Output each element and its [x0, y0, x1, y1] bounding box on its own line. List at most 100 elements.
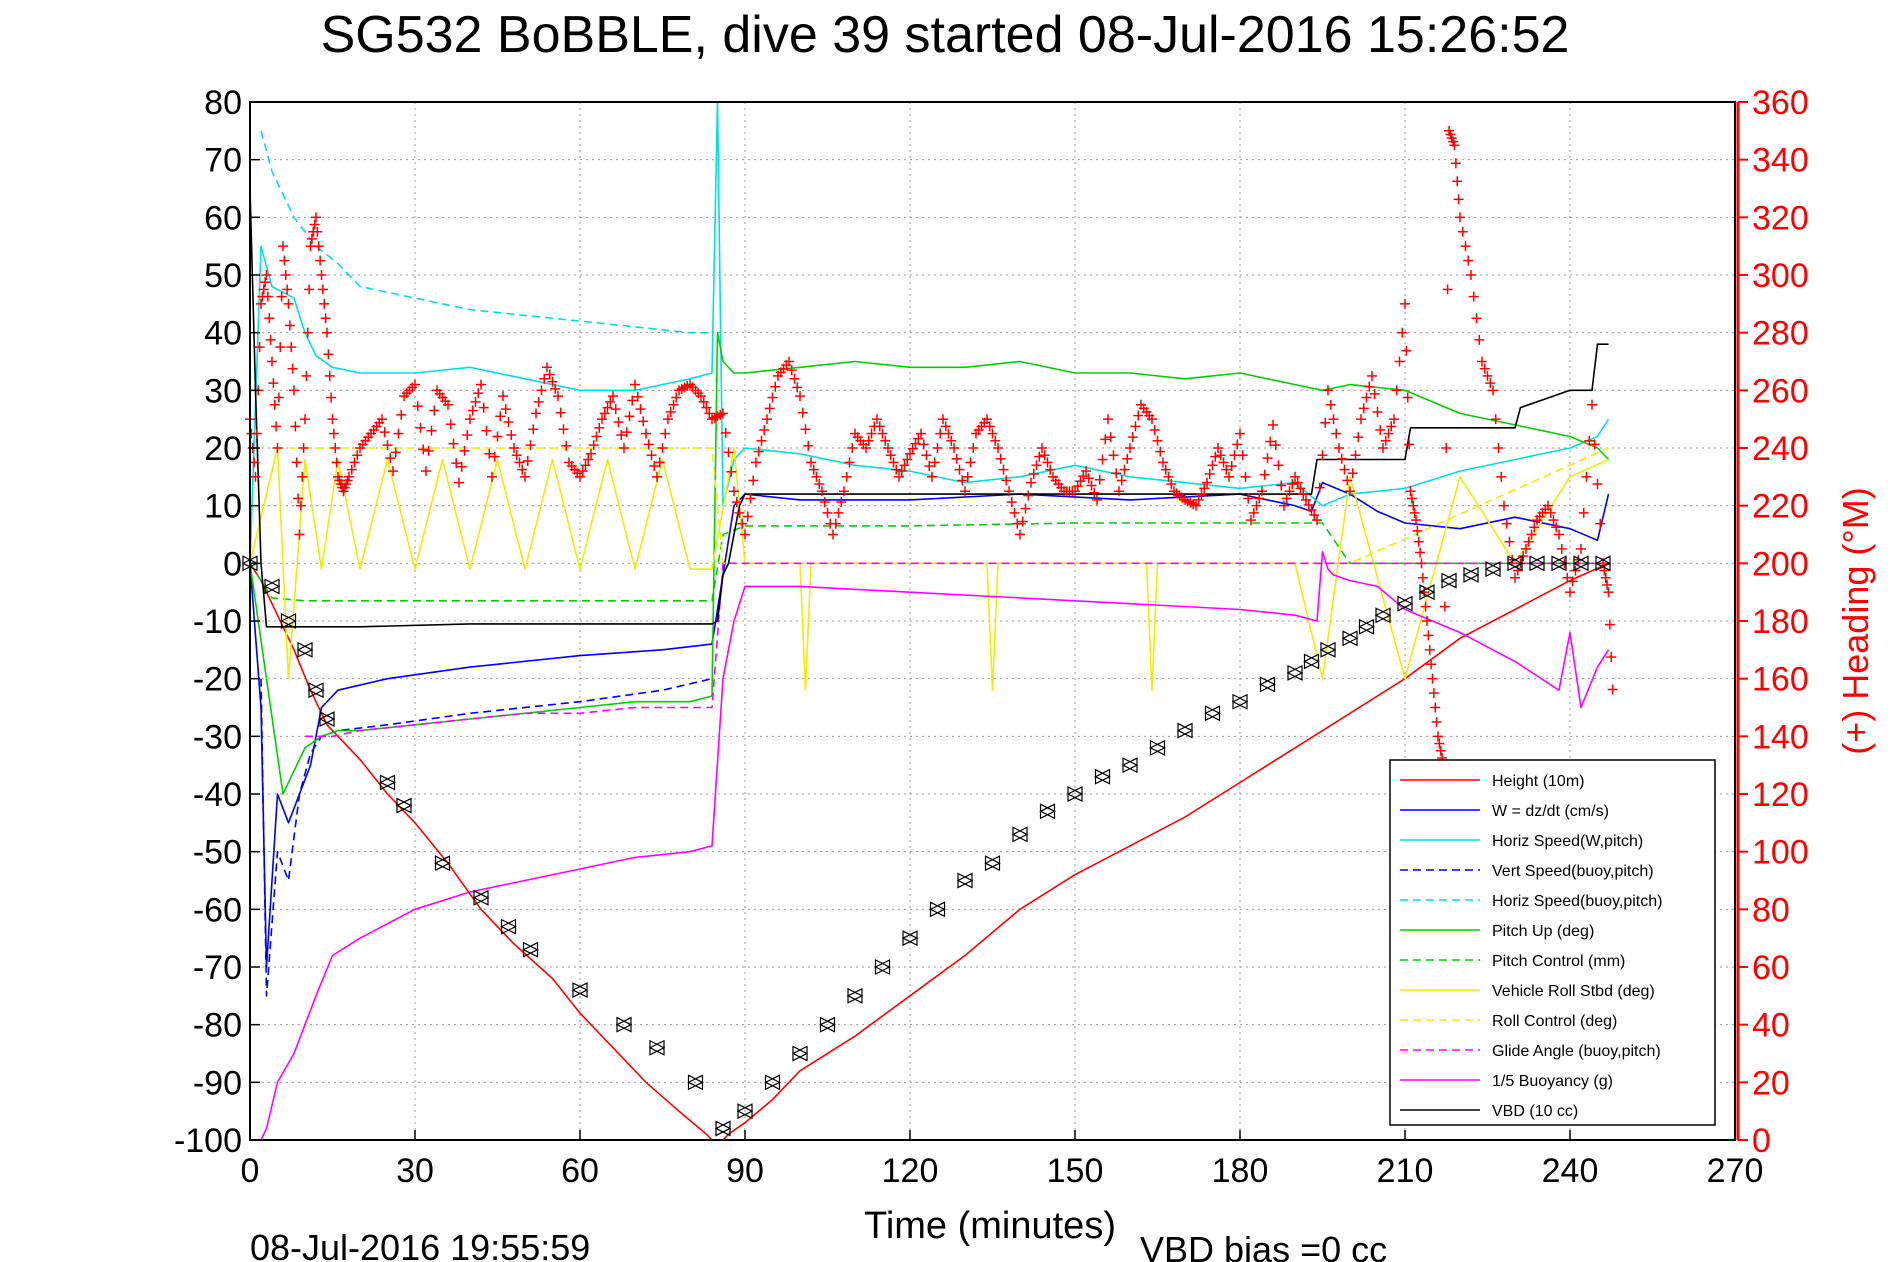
y2-tick-label: 60	[1752, 949, 1790, 987]
heading-point	[1037, 443, 1047, 453]
heading-point	[1581, 471, 1592, 482]
heading-point	[1248, 507, 1259, 518]
marker-point	[500, 918, 517, 935]
heading-point	[1409, 507, 1420, 518]
heading-point	[1603, 587, 1614, 598]
heading-point	[421, 466, 431, 477]
heading-point	[473, 388, 484, 399]
heading-point	[525, 440, 536, 451]
heading-point	[1415, 547, 1426, 558]
heading-point	[1394, 356, 1405, 367]
heading-point	[932, 443, 943, 453]
y2-tick-label: 220	[1752, 488, 1809, 526]
marker-point	[846, 987, 864, 1004]
heading-point	[861, 443, 871, 453]
heading-point	[984, 421, 995, 432]
marker-point	[1594, 555, 1612, 572]
heading-point	[462, 430, 473, 441]
heading-point	[1361, 392, 1372, 403]
heading-point	[916, 428, 926, 439]
heading-point	[1521, 543, 1531, 554]
heading-point	[671, 392, 682, 403]
heading-point	[555, 407, 566, 418]
heading-point	[643, 439, 654, 450]
heading-point	[1081, 466, 1091, 477]
marker-point	[571, 982, 589, 999]
heading-point	[616, 430, 627, 441]
heading-point	[500, 404, 511, 415]
heading-point	[811, 471, 822, 482]
heading-point	[1477, 356, 1487, 367]
heading-point	[1127, 432, 1138, 443]
heading-point	[1158, 457, 1168, 468]
y2-tick-label: 20	[1752, 1064, 1790, 1102]
heading-point	[1474, 334, 1485, 345]
heading-point	[1012, 518, 1023, 529]
heading-point	[1367, 370, 1377, 381]
y-tick-label: -40	[193, 776, 242, 814]
legend-box	[1389, 759, 1716, 1126]
heading-point	[396, 409, 407, 420]
heading-point	[498, 391, 508, 402]
heading-point	[418, 444, 429, 455]
heading-point	[503, 417, 514, 428]
heading-point	[1045, 464, 1056, 475]
heading-point	[880, 435, 891, 446]
heading-point	[1152, 435, 1163, 446]
heading-point	[1556, 543, 1567, 554]
y-tick-label: 60	[204, 199, 242, 237]
heading-point	[1336, 453, 1347, 464]
heading-point	[888, 457, 899, 468]
heading-point	[1607, 684, 1618, 695]
marker-point	[1528, 555, 1546, 572]
heading-point	[445, 419, 456, 430]
heading-point	[1386, 421, 1397, 432]
heading-point	[817, 486, 827, 497]
heading-point	[1303, 499, 1314, 510]
heading-point	[1433, 731, 1443, 742]
heading-point	[1207, 460, 1218, 471]
triangle-markers	[241, 555, 1612, 1137]
heading-point	[1434, 738, 1445, 749]
heading-point	[1364, 381, 1375, 392]
heading-point	[960, 486, 970, 497]
heading-point	[1116, 475, 1127, 486]
heading-point	[1204, 468, 1215, 479]
legend-item-vbd-10-cc: VBD (10 cc)	[1400, 1103, 1578, 1120]
marker-point	[1484, 561, 1502, 578]
heading-point	[319, 298, 330, 309]
heading-point	[841, 471, 852, 482]
heading-point	[261, 270, 272, 280]
legend-label: Pitch Up (deg)	[1492, 923, 1594, 940]
heading-point	[987, 428, 998, 439]
heading-point	[1482, 370, 1493, 381]
heading-point	[1404, 439, 1415, 450]
heading-point	[451, 458, 462, 469]
heading-point	[1592, 479, 1603, 490]
heading-point	[577, 466, 588, 477]
heading-point	[668, 399, 679, 410]
heading-point	[275, 342, 286, 353]
heading-point	[393, 428, 404, 439]
heading-point	[962, 471, 973, 482]
x-tick-label: 210	[1377, 1152, 1434, 1190]
heading-point	[748, 475, 759, 486]
heading-point	[1276, 480, 1287, 491]
heading-point	[663, 414, 673, 425]
heading-point	[258, 284, 269, 295]
heading-point	[729, 486, 739, 497]
x-axis-label: Time (minutes)	[864, 1205, 1116, 1247]
heading-point	[388, 466, 398, 477]
marker-point	[1121, 757, 1139, 774]
heading-markers	[245, 125, 1618, 771]
legend-item-pitch-up-deg: Pitch Up (deg)	[1400, 923, 1594, 940]
heading-point	[268, 378, 279, 389]
heading-point	[621, 427, 632, 438]
heading-point	[1163, 471, 1174, 482]
heading-point	[1420, 601, 1431, 612]
marker-point	[307, 682, 325, 699]
y-tick-label: 50	[204, 257, 242, 295]
heading-point	[1089, 487, 1100, 498]
heading-point	[522, 455, 533, 466]
